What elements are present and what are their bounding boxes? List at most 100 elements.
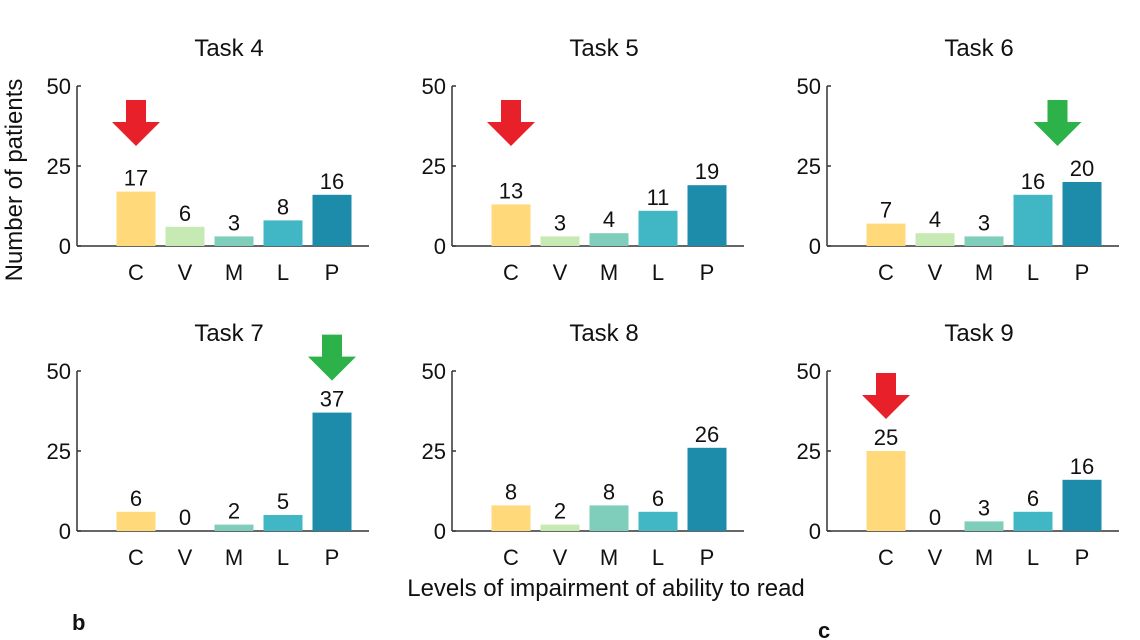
bar-C xyxy=(116,191,156,246)
x-tick-label: P xyxy=(325,545,340,570)
y-tick-label: 25 xyxy=(797,439,821,464)
x-tick-label: M xyxy=(600,545,618,570)
bar-V xyxy=(540,524,580,531)
bar-M xyxy=(214,524,254,531)
bar-P xyxy=(1062,479,1102,531)
y-tick-label: 0 xyxy=(59,519,71,544)
x-tick-label: C xyxy=(128,260,144,285)
data-label: 6 xyxy=(179,201,191,226)
x-tick-label: V xyxy=(178,260,193,285)
bar-M xyxy=(589,505,629,531)
y-tick-label: 50 xyxy=(47,359,71,384)
y-tick-label: 0 xyxy=(809,519,821,544)
x-tick-label: C xyxy=(503,545,519,570)
y-axis-label: Number of patients xyxy=(1,79,28,282)
bar-V xyxy=(540,236,580,246)
x-tick-label: P xyxy=(700,545,715,570)
bar-P xyxy=(687,447,727,531)
data-label: 2 xyxy=(228,499,240,524)
data-label: 0 xyxy=(929,505,941,530)
bar-V xyxy=(165,226,205,246)
data-label: 3 xyxy=(978,210,990,235)
y-tick-label: 50 xyxy=(797,74,821,99)
x-tick-label: V xyxy=(928,545,943,570)
x-tick-label: C xyxy=(128,545,144,570)
bar-P xyxy=(312,412,352,531)
x-tick-label: L xyxy=(277,545,289,570)
data-label: 16 xyxy=(1021,169,1045,194)
down-arrow-icon xyxy=(862,373,910,419)
x-tick-label: M xyxy=(975,260,993,285)
bar-L xyxy=(1013,511,1053,531)
x-tick-label: V xyxy=(553,545,568,570)
x-tick-label: M xyxy=(225,260,243,285)
data-label: 6 xyxy=(130,486,142,511)
y-tick-label: 50 xyxy=(47,74,71,99)
bar-L xyxy=(638,210,678,246)
y-tick-label: 50 xyxy=(422,74,446,99)
x-tick-label: P xyxy=(325,260,340,285)
x-tick-label: L xyxy=(652,545,664,570)
x-tick-label: L xyxy=(652,260,664,285)
data-label: 11 xyxy=(647,185,670,210)
data-label: 6 xyxy=(1027,486,1039,511)
x-tick-label: V xyxy=(928,260,943,285)
bar-P xyxy=(312,194,352,246)
panel-label-c: c xyxy=(818,618,830,640)
bar-L xyxy=(638,511,678,531)
down-arrow-icon xyxy=(487,100,535,146)
x-tick-label: V xyxy=(553,260,568,285)
panel-title: Task 9 xyxy=(944,320,1013,347)
bar-L xyxy=(263,515,303,531)
bar-M xyxy=(214,236,254,246)
y-tick-label: 25 xyxy=(422,439,446,464)
y-tick-label: 0 xyxy=(434,234,446,259)
data-label: 3 xyxy=(554,210,566,235)
x-tick-label: P xyxy=(1075,545,1090,570)
down-arrow-icon xyxy=(1033,100,1082,146)
y-tick-label: 25 xyxy=(47,439,71,464)
bar-C xyxy=(491,204,531,246)
bar-L xyxy=(263,220,303,246)
data-label: 0 xyxy=(179,505,191,530)
panel-title: Task 8 xyxy=(569,320,638,347)
data-label: 25 xyxy=(874,425,898,450)
y-tick-label: 0 xyxy=(59,234,71,259)
x-tick-label: L xyxy=(277,260,289,285)
y-tick-label: 50 xyxy=(797,359,821,384)
data-label: 17 xyxy=(124,166,148,191)
panel-title: Task 7 xyxy=(194,320,263,347)
y-tick-label: 0 xyxy=(809,234,821,259)
x-tick-label: M xyxy=(225,545,243,570)
data-label: 16 xyxy=(320,169,344,194)
panel-label-b: b xyxy=(72,610,85,635)
x-tick-label: C xyxy=(503,260,519,285)
bar-P xyxy=(1062,182,1102,246)
down-arrow-icon xyxy=(308,334,356,381)
down-arrow-icon xyxy=(112,100,160,146)
bar-V xyxy=(915,233,955,246)
y-tick-label: 25 xyxy=(47,154,71,179)
bar-C xyxy=(866,223,906,246)
y-tick-label: 25 xyxy=(422,154,446,179)
data-label: 5 xyxy=(277,489,289,514)
data-label: 8 xyxy=(505,479,517,504)
panel-title: Task 4 xyxy=(194,35,263,62)
data-label: 19 xyxy=(695,159,719,184)
data-label: 26 xyxy=(695,422,719,447)
x-tick-label: V xyxy=(178,545,193,570)
data-label: 3 xyxy=(228,210,240,235)
x-tick-label: M xyxy=(600,260,618,285)
x-tick-label: L xyxy=(1027,545,1039,570)
data-label: 16 xyxy=(1070,454,1094,479)
data-label: 7 xyxy=(880,198,892,223)
y-tick-label: 0 xyxy=(434,519,446,544)
x-tick-label: C xyxy=(878,260,894,285)
data-label: 2 xyxy=(554,499,566,524)
y-tick-label: 50 xyxy=(422,359,446,384)
bar-M xyxy=(589,233,629,246)
bar-C xyxy=(116,511,156,531)
bar-L xyxy=(1013,194,1053,246)
data-label: 13 xyxy=(499,178,523,203)
bar-C xyxy=(491,505,531,531)
